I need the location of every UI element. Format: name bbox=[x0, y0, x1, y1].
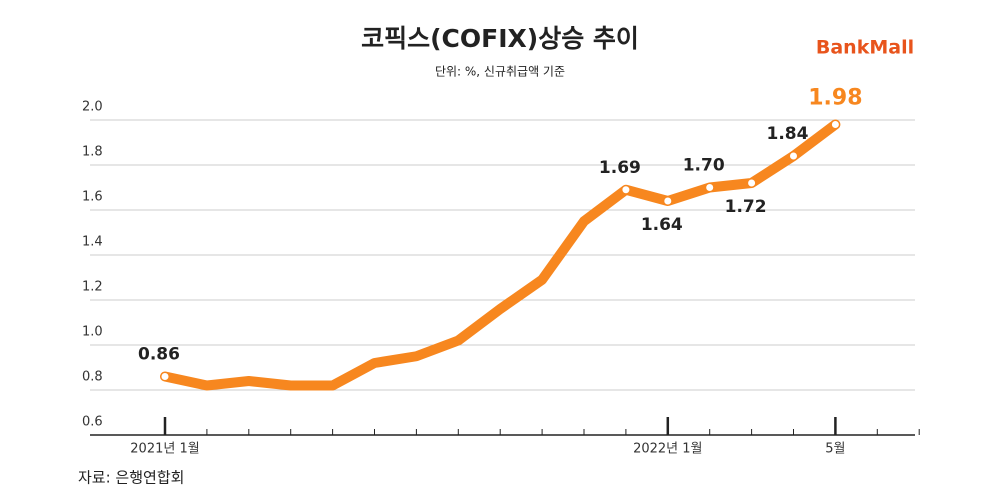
x-tick-label: 5월 bbox=[825, 442, 845, 457]
data-label: 1.70 bbox=[683, 156, 725, 176]
data-label: 1.84 bbox=[767, 124, 809, 144]
point bbox=[160, 372, 170, 381]
x-tick-label: 2021년 1월 bbox=[130, 442, 199, 457]
data-label: 1.64 bbox=[641, 215, 683, 235]
point bbox=[747, 178, 757, 188]
point bbox=[789, 151, 798, 161]
logo: BankMall bbox=[816, 37, 914, 59]
point bbox=[621, 185, 631, 195]
y-tick-label: 1.6 bbox=[82, 190, 103, 205]
data-label: 0.86 bbox=[138, 345, 180, 365]
point bbox=[705, 183, 715, 192]
point bbox=[830, 120, 840, 129]
chart-subtitle: 단위: %, 신규취급액 기준 bbox=[435, 65, 565, 79]
x-tick-label: 2022년 1월 bbox=[633, 442, 702, 457]
y-tick-label: 1.8 bbox=[82, 145, 103, 160]
y-tick-label: 2.0 bbox=[82, 100, 103, 115]
line bbox=[160, 119, 841, 391]
data-label: 1.72 bbox=[725, 197, 767, 217]
y-tick-label: 1.0 bbox=[82, 325, 103, 340]
data-label: 1.69 bbox=[599, 158, 641, 178]
point bbox=[663, 196, 673, 206]
chart-title: 코픽스(COFIX)상승 추이 bbox=[361, 24, 639, 53]
source: 자료: 은행연합회 bbox=[78, 469, 184, 487]
y-tick-label: 0.6 bbox=[82, 415, 103, 430]
data-label: 1.98 bbox=[808, 86, 862, 111]
y-tick-label: 0.8 bbox=[82, 370, 103, 385]
y-tick-label: 1.2 bbox=[82, 280, 103, 295]
y-tick-label: 1.4 bbox=[82, 235, 103, 250]
